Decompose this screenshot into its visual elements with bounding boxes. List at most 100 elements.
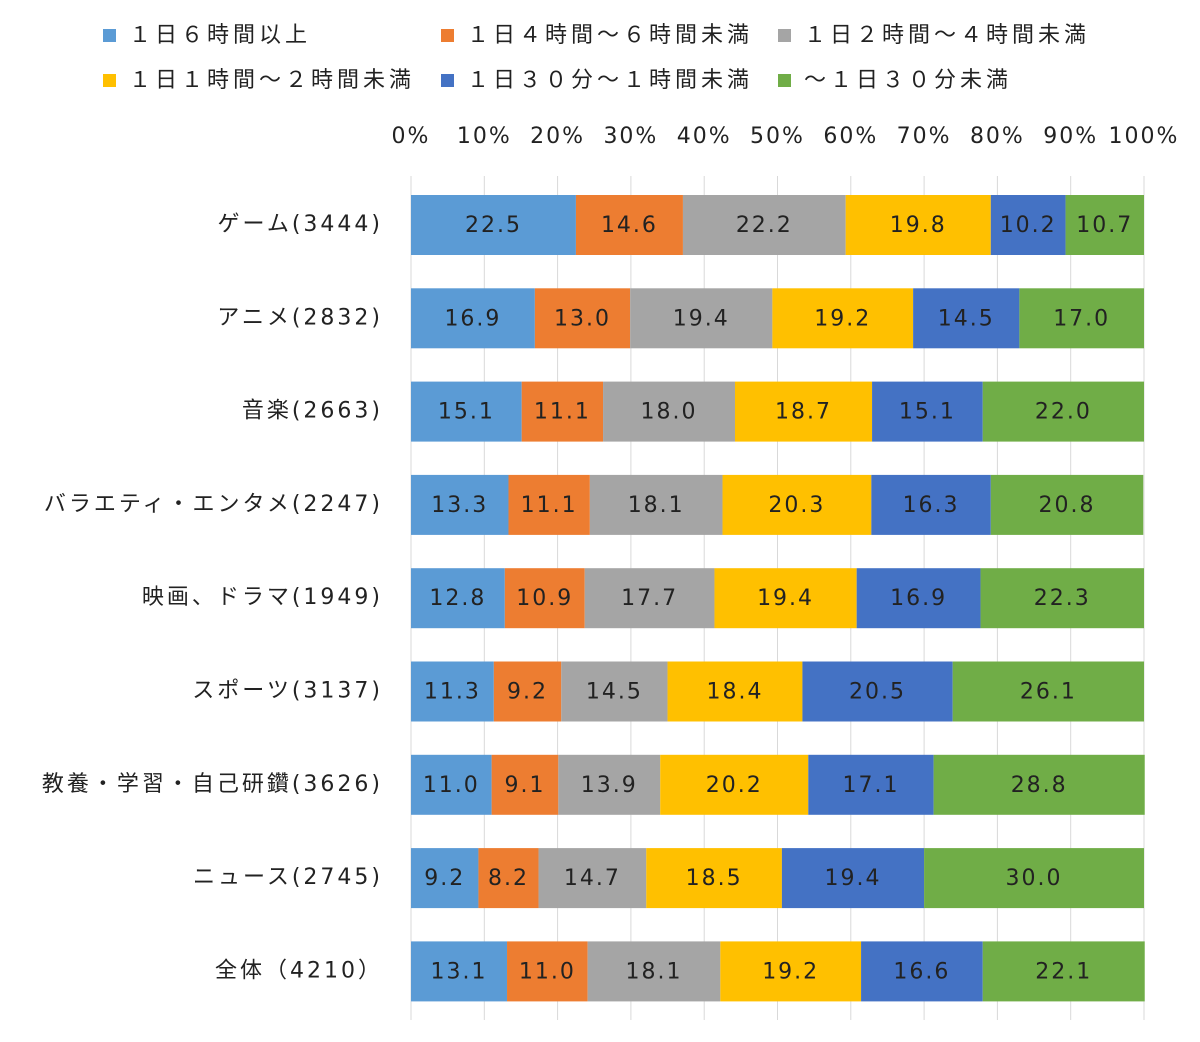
bar-segment: [872, 381, 983, 442]
data-label: 20.2: [706, 773, 763, 798]
category-labels: ゲーム(3444) アニメ(2832) 音楽(2663) バラエティ・エンタメ(224…: [42, 212, 384, 983]
bar-row: 12.8 10.9 17.7 19.4 16.9 22.3: [411, 568, 1144, 629]
data-label: 28.8: [1011, 773, 1068, 798]
bar-row: 15.1 11.1 18.0 18.7 15.1 22.0: [411, 381, 1144, 442]
legend-swatch-4: [103, 74, 116, 87]
data-label: 9.1: [504, 773, 545, 798]
bar-segment: [521, 381, 604, 442]
data-label: 10.9: [516, 586, 573, 611]
bars: 22.5 14.6 22.2 19.8 10.2 10.7 16.9 13.0 19.4 19.2…: [411, 195, 1145, 1002]
bar-segment: [980, 568, 1144, 629]
data-label: 11.0: [423, 773, 480, 798]
bar-segment: [558, 754, 661, 815]
bar-segment: [589, 474, 723, 535]
bar-segment: [411, 568, 505, 629]
bar-segment: [952, 661, 1144, 722]
bar-segment: [861, 941, 983, 1002]
bar-segment: [507, 941, 588, 1002]
data-label: 15.1: [899, 400, 956, 425]
bar-segment: [603, 381, 735, 442]
category-label: ニュース(2745): [193, 865, 383, 890]
data-label: 22.1: [1035, 959, 1092, 984]
bar-segment: [734, 381, 873, 442]
bar-segment: [682, 195, 846, 255]
bar-segment: [802, 661, 953, 722]
bar-row: 9.2 8.2 14.7 18.5 19.4 30.0: [411, 848, 1144, 909]
category-label: 映画、ドラマ(1949): [142, 585, 383, 610]
data-label: 22.0: [1035, 400, 1092, 425]
data-label: 18.1: [625, 959, 682, 984]
x-tick-label: 40%: [677, 124, 732, 149]
data-label: 10.2: [1000, 213, 1057, 238]
legend-swatch-5: [441, 74, 454, 87]
data-label: 16.9: [890, 586, 947, 611]
category-label: バラエティ・エンタメ(2247): [44, 492, 383, 517]
bar-segment: [990, 474, 1144, 535]
legend: １日６時間以上 １日４時間～６時間未満 １日２時間～４時間未満 １日１時間～２時間未満…: [103, 23, 1090, 93]
bar-segment: [871, 474, 991, 535]
data-label: 18.1: [628, 493, 685, 518]
bar-row: 11.3 9.2 14.5 18.4 20.5 26.1: [411, 661, 1144, 722]
bar-segment: [508, 474, 590, 535]
bar-segment: [1065, 195, 1144, 255]
data-label: 16.6: [893, 959, 950, 984]
bar-row: 11.0 9.1 13.9 20.2 17.1 28.8: [411, 754, 1145, 815]
x-tick-label: 70%: [897, 124, 952, 149]
x-tick-label: 60%: [823, 124, 878, 149]
bar-segment: [493, 661, 562, 722]
x-tick-label: 50%: [750, 124, 805, 149]
data-label: 19.4: [825, 866, 882, 891]
x-tick-label: 30%: [603, 124, 658, 149]
bar-segment: [478, 848, 539, 909]
bar-segment: [587, 941, 721, 1002]
bar-segment: [491, 754, 559, 815]
bar-segment: [667, 661, 803, 722]
x-tick-label: 0%: [392, 124, 431, 149]
data-label: 17.7: [621, 586, 678, 611]
legend-label-5: １日３０分～１時間未満: [467, 68, 753, 93]
x-tick-label: 80%: [970, 124, 1025, 149]
bar-segment: [411, 474, 509, 535]
legend-swatch-1: [103, 29, 116, 42]
legend-swatch-2: [441, 29, 454, 42]
bar-segment: [924, 848, 1144, 909]
bar-segment: [411, 288, 535, 349]
data-label: 19.8: [890, 213, 947, 238]
data-label: 17.0: [1053, 306, 1110, 331]
bar-segment: [720, 941, 862, 1002]
bar-segment: [411, 381, 522, 442]
bar-segment: [411, 195, 576, 255]
data-label: 14.6: [601, 213, 658, 238]
data-label: 13.0: [554, 306, 611, 331]
bar-segment: [722, 474, 872, 535]
bar-segment: [411, 941, 508, 1002]
bar-segment: [933, 754, 1145, 815]
bar-segment: [630, 288, 773, 349]
legend-label-6: ～１日３０分未満: [804, 68, 1012, 93]
data-label: 14.5: [586, 680, 643, 705]
bar-segment: [561, 661, 668, 722]
data-label: 13.1: [431, 959, 488, 984]
bar-segment: [411, 661, 494, 722]
bar-segment: [538, 848, 647, 909]
bar-segment: [1019, 288, 1144, 349]
category-label: 教養・学習・自己研鑽(3626): [42, 772, 383, 797]
legend-label-1: １日６時間以上: [129, 23, 311, 48]
data-label: 19.4: [757, 586, 814, 611]
category-label: ゲーム(3444): [218, 212, 384, 237]
bar-segment: [646, 848, 782, 909]
data-label: 9.2: [507, 680, 548, 705]
category-label: アニメ(2832): [217, 305, 383, 330]
data-label: 16.3: [903, 493, 960, 518]
data-label: 30.0: [1006, 866, 1063, 891]
legend-swatch-3: [778, 29, 791, 42]
data-label: 20.5: [849, 680, 906, 705]
data-label: 11.0: [519, 959, 576, 984]
data-label: 20.3: [768, 493, 825, 518]
bar-segment: [982, 941, 1145, 1002]
legend-label-3: １日２時間～４時間未満: [804, 23, 1090, 48]
legend-label-4: １日１時間～２時間未満: [129, 68, 415, 93]
bar-segment: [575, 195, 683, 255]
